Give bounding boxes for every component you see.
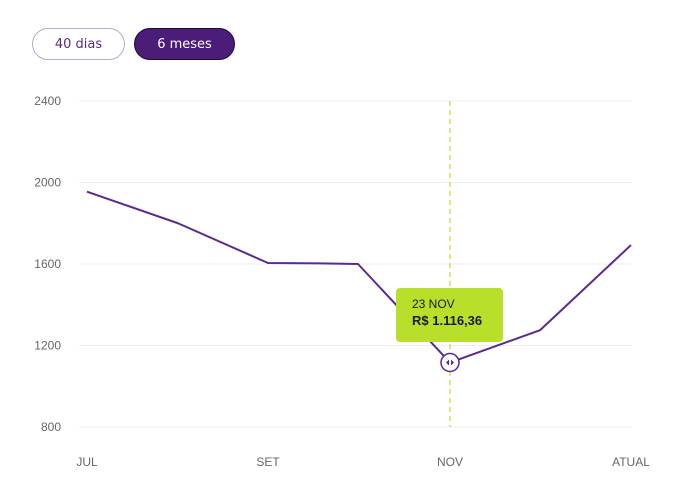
period-toggle: 40 dias 6 meses xyxy=(32,28,235,60)
value-tooltip: 23 NOV R$ 1.116,36 xyxy=(396,288,503,342)
y-tick-label: 800 xyxy=(41,420,61,434)
y-tick-label: 1200 xyxy=(34,339,61,353)
x-tick-label: JUL xyxy=(76,455,98,469)
series-line xyxy=(86,190,632,364)
x-tick-label: NOV xyxy=(437,455,463,469)
period-6-meses-button[interactable]: 6 meses xyxy=(134,28,235,60)
chart-grid xyxy=(79,100,632,428)
x-tick-label: ATUAL xyxy=(612,455,650,469)
tooltip-date: 23 NOV xyxy=(412,297,455,311)
drag-arrows-icon xyxy=(446,359,454,366)
y-axis-ticks: 2400 2000 1600 1200 800 xyxy=(34,94,61,434)
highlight-point xyxy=(440,352,460,373)
highlight-marker[interactable] xyxy=(440,352,460,373)
y-tick-label: 2400 xyxy=(34,94,61,108)
x-axis-ticks: JUL SET NOV ATUAL xyxy=(76,455,650,469)
y-tick-label: 2000 xyxy=(34,176,61,190)
tooltip-value: R$ 1.116,36 xyxy=(412,313,483,328)
period-40-dias-button[interactable]: 40 dias xyxy=(32,28,125,60)
x-tick-label: SET xyxy=(256,455,280,469)
y-tick-label: 1600 xyxy=(34,257,61,271)
